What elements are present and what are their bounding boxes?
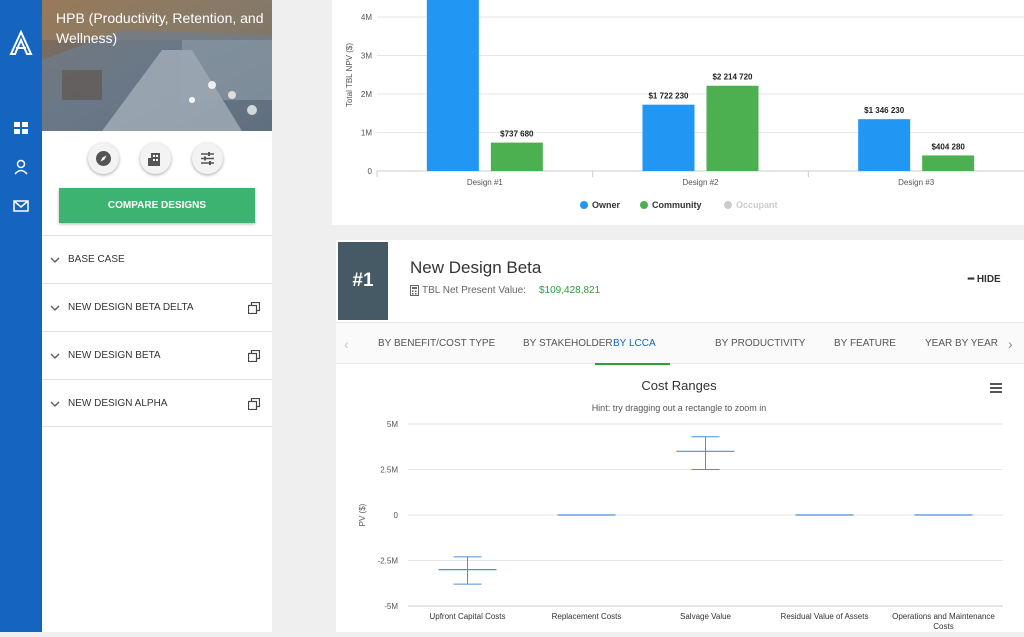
active-tab-indicator: [595, 363, 670, 365]
tab-by-productivity[interactable]: BY PRODUCTIVITY: [715, 338, 806, 349]
chevron-down-icon: [50, 401, 60, 407]
cost-ranges-card: Cost Ranges Hint: try dragging out a rect…: [348, 374, 1012, 632]
x-tick-label: Operations and Maintenance: [892, 612, 995, 621]
legend-label-owner[interactable]: Owner: [592, 200, 621, 210]
compare-designs-button[interactable]: COMPARE DESIGNS: [59, 188, 255, 223]
main-content: 0 1M 2M 3M 4M Total TBL NPV ($) Design #1 $737 …: [272, 0, 1024, 632]
chart-subtitle: Hint: try dragging out a rectangle to zo…: [592, 403, 767, 413]
design-item-alpha[interactable]: NEW DESIGN ALPHA: [42, 379, 272, 427]
bar-community: [490, 142, 543, 171]
bar-community: [922, 155, 975, 171]
bar-owner: [426, 0, 479, 171]
legend-marker-community: [640, 201, 648, 209]
bar-owner: [858, 119, 911, 171]
chevron-down-icon: [50, 257, 60, 263]
data-label: $1 346 230: [864, 106, 905, 115]
bar-community: [706, 85, 759, 171]
legend-marker-owner: [580, 201, 588, 209]
npv-label: TBL Net Present Value:: [422, 285, 526, 296]
copy-icon[interactable]: [248, 398, 260, 410]
tab-by-stakeholder[interactable]: BY STAKEHOLDER: [523, 338, 613, 349]
npv-comparison-card: 0 1M 2M 3M 4M Total TBL NPV ($) Design #1 $737 …: [332, 0, 1024, 225]
data-label: $1 722 230: [648, 92, 689, 101]
y-tick-label: -2.5M: [378, 557, 399, 566]
tab-by-feature[interactable]: BY FEATURE: [834, 338, 896, 349]
y-tick-label: 2.5M: [380, 466, 398, 475]
tab-by-benefit-cost-type[interactable]: BY BENEFIT/COST TYPE: [378, 338, 496, 349]
x-tick-label: Design #2: [682, 178, 719, 187]
breakdown-tabs: ‹ BY BENEFIT/COST TYPE BY STAKEHOLDER BY…: [336, 322, 1024, 365]
x-tick-label: Salvage Value: [680, 612, 732, 621]
compass-button[interactable]: [88, 143, 119, 174]
sliders-icon: [201, 152, 214, 165]
menu-icon[interactable]: [990, 383, 1002, 393]
dashboard-icon[interactable]: [12, 119, 30, 137]
npv-bar-chart[interactable]: 0 1M 2M 3M 4M Total TBL NPV ($) Design #1 $737 …: [332, 0, 1024, 225]
y-tick-label: 0: [368, 167, 373, 176]
x-tick-label: Upfront Capital Costs: [429, 612, 505, 621]
hide-label: HIDE: [976, 274, 1001, 285]
y-tick-label: 2M: [361, 90, 372, 99]
bar-owner: [642, 104, 695, 171]
tab-year-by-year[interactable]: YEAR BY YEAR: [925, 338, 998, 349]
x-tick-label: Replacement Costs: [552, 612, 622, 621]
npv-value: $109,428,821: [539, 285, 601, 296]
chevron-left-icon[interactable]: ‹: [344, 336, 349, 352]
y-axis-label: PV ($): [358, 503, 367, 526]
design-item-label: NEW DESIGN BETA: [68, 350, 161, 361]
data-label: $404 280: [931, 142, 965, 151]
logo-icon[interactable]: [9, 30, 33, 56]
building-icon: [148, 153, 160, 166]
copy-icon[interactable]: [248, 350, 260, 362]
x-tick-label: Design #3: [898, 178, 935, 187]
chevron-down-icon: [50, 305, 60, 311]
y-tick-label: 1M: [361, 129, 372, 138]
user-icon[interactable]: [12, 158, 30, 176]
calculator-icon: [410, 285, 419, 296]
x-tick-label: Costs: [933, 622, 953, 631]
y-tick-label: 4M: [361, 13, 372, 22]
design-sidebar: HPB (Productivity, Retention, and Wellne…: [42, 0, 272, 632]
chevron-right-icon[interactable]: ›: [1008, 336, 1013, 352]
cost-ranges-chart[interactable]: Cost Ranges Hint: try dragging out a rect…: [348, 374, 1012, 632]
project-hero: HPB (Productivity, Retention, and Wellne…: [42, 0, 272, 131]
mail-icon[interactable]: [12, 197, 30, 215]
chevron-down-icon: [50, 353, 60, 359]
settings-button[interactable]: [192, 143, 223, 174]
y-tick-label: 5M: [387, 420, 398, 429]
compass-icon: [96, 151, 111, 166]
chart-title: Cost Ranges: [641, 378, 717, 393]
data-label: $737 680: [500, 130, 534, 139]
y-tick-label: 0: [394, 511, 399, 520]
project-photo: [42, 0, 272, 131]
x-tick-label: Residual Value of Assets: [781, 612, 869, 621]
design-title: New Design Beta: [410, 258, 542, 277]
design-item-base-case[interactable]: BASE CASE: [42, 235, 272, 283]
legend-label-occupant[interactable]: Occupant: [736, 200, 778, 210]
hide-button[interactable]: ━ HIDE: [968, 274, 1001, 285]
design-item-label: NEW DESIGN BETA DELTA: [68, 302, 194, 313]
data-label: $2 214 720: [712, 73, 753, 82]
building-button[interactable]: [140, 143, 171, 174]
nav-rail: [0, 0, 42, 632]
design-item-beta-delta[interactable]: NEW DESIGN BETA DELTA: [42, 283, 272, 331]
tab-by-lcca[interactable]: BY LCCA: [613, 338, 656, 349]
design-item-label: BASE CASE: [68, 254, 125, 265]
y-tick-label: 3M: [361, 52, 372, 61]
y-axis-label: Total TBL NPV ($): [345, 43, 354, 107]
legend-label-community[interactable]: Community: [652, 200, 702, 210]
copy-icon[interactable]: [248, 302, 260, 314]
design-item-label: NEW DESIGN ALPHA: [68, 397, 168, 409]
rank-badge: #1: [338, 242, 388, 320]
design-item-beta[interactable]: NEW DESIGN BETA: [42, 331, 272, 379]
legend-marker-occupant: [724, 201, 732, 209]
y-tick-label: -5M: [384, 602, 398, 611]
minus-icon: ━: [968, 274, 975, 285]
project-title: HPB (Productivity, Retention, and Wellne…: [56, 10, 264, 46]
x-tick-label: Design #1: [467, 178, 504, 187]
design-detail-card: #1 New Design Beta TBL Net Present Value…: [336, 240, 1024, 632]
